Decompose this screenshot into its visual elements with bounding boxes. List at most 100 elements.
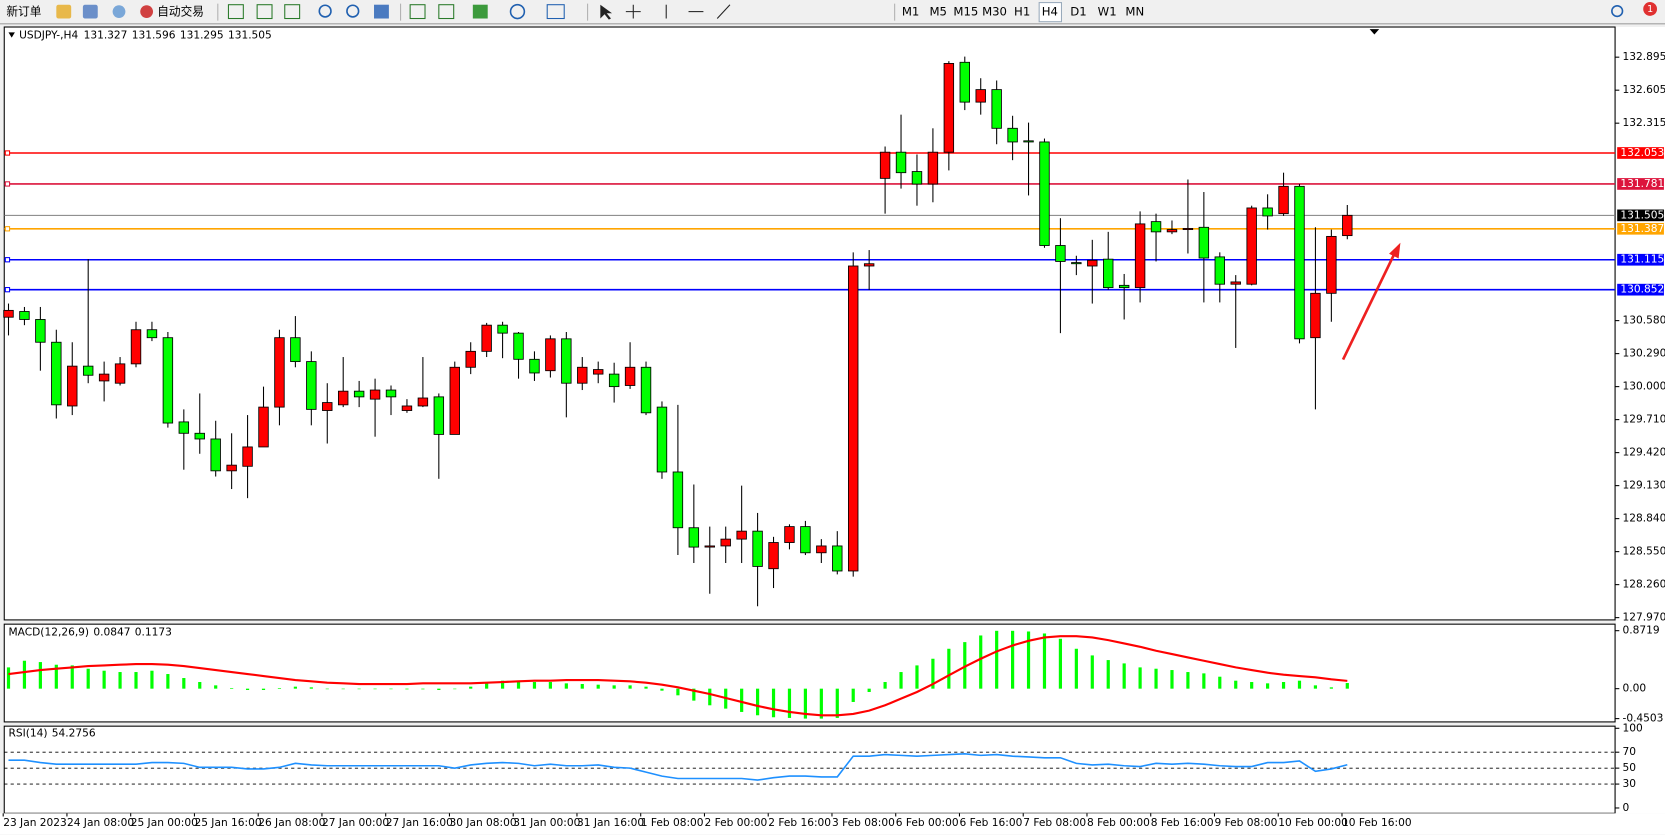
candle-body	[449, 366, 460, 435]
icon[interactable]	[284, 4, 301, 20]
macd-bar	[134, 672, 138, 689]
rsi-header: RSI(14) 54.2756	[9, 727, 96, 740]
macd-title: MACD(12,26,9)	[9, 626, 90, 639]
candle-body	[879, 151, 891, 179]
new-order-button[interactable]: 新订单	[6, 5, 41, 19]
candle-body	[433, 396, 445, 435]
level-label: 132.053	[1620, 146, 1664, 159]
macd-bar	[1329, 687, 1333, 689]
level-handle	[4, 181, 11, 187]
icon[interactable]	[374, 4, 389, 19]
macd-bar	[405, 688, 409, 690]
macd-bar	[1074, 648, 1078, 689]
timeframe-button[interactable]: D1	[1070, 5, 1086, 19]
timeframe-button[interactable]: H4	[1042, 5, 1058, 19]
candle-body	[1166, 229, 1178, 233]
signal-value: 0.1173	[135, 626, 172, 639]
macd-bar	[755, 688, 760, 716]
timeframe-button[interactable]: MN	[1125, 5, 1144, 19]
macd-bar	[1186, 672, 1190, 689]
candle-body	[863, 263, 875, 267]
icon[interactable]	[227, 4, 244, 20]
macd-bar	[150, 670, 154, 689]
timeframe-button[interactable]: M30	[982, 5, 1007, 19]
macd-bar	[245, 688, 250, 690]
macd-bar	[708, 688, 712, 706]
plot-layer: 132.053 131.781 131.387 131.115 130.852 131.5…	[2, 50, 1665, 829]
timeframe-button[interactable]: W1	[1098, 5, 1117, 19]
x-tick-label: 27 Jan 00:00	[322, 816, 389, 829]
macd-bar	[22, 660, 27, 689]
candle-body	[1182, 228, 1194, 231]
x-tick-label: 25 Jan 00:00	[131, 816, 198, 829]
timeframe-button[interactable]: H1	[1014, 5, 1030, 19]
macd-bar	[70, 665, 74, 689]
macd-bar	[676, 688, 680, 696]
auto-trading-button[interactable]: 自动交易	[157, 5, 204, 19]
candle-body	[640, 366, 652, 414]
auto-trading-icon[interactable]	[140, 5, 154, 18]
y-tick-label: 127.970	[1622, 611, 1665, 624]
candle-body	[1278, 185, 1289, 215]
toolbar-bg	[0, 0, 1665, 24]
icon[interactable]	[112, 5, 126, 18]
symbol-title: USDJPY-,H4	[19, 29, 78, 42]
candle-body	[911, 171, 923, 185]
macd-bar	[660, 688, 664, 691]
candle-body	[1294, 185, 1305, 340]
macd-bar	[947, 648, 951, 689]
icon[interactable]	[509, 3, 526, 20]
x-tick-label: 9 Feb 08:00	[1214, 816, 1277, 829]
timeframe-button[interactable]: M15	[953, 5, 978, 19]
macd-bar	[532, 682, 537, 689]
price-panel	[3, 26, 1616, 621]
zoom-out[interactable]	[346, 4, 360, 18]
icon[interactable]	[256, 4, 273, 20]
macd-bar	[389, 688, 393, 690]
search[interactable]	[1611, 4, 1624, 18]
x-tick-label: 24 Jan 08:00	[67, 816, 134, 829]
macd-bar	[931, 658, 935, 689]
macd-bar	[341, 688, 345, 690]
candle-body	[545, 338, 556, 372]
macd-bar	[54, 664, 58, 689]
alerts-badge[interactable]	[1643, 2, 1658, 16]
candle-body	[1230, 281, 1241, 285]
cursor-tool[interactable]	[600, 4, 613, 20]
icon[interactable]	[472, 4, 488, 19]
icon[interactable]	[82, 4, 98, 19]
alerts-count: 1	[1647, 4, 1653, 15]
y-tick-label: 0	[1622, 801, 1629, 814]
candle-body	[1150, 221, 1162, 233]
candle-body	[1103, 258, 1114, 289]
x-tick-label: 23 Jan 2023	[3, 816, 67, 829]
macd-bar	[6, 667, 11, 689]
timeframe-button[interactable]: M1	[902, 5, 920, 19]
timeframe-button[interactable]: M5	[929, 5, 947, 19]
icon[interactable]	[438, 4, 455, 20]
y-tick-label: 0.00	[1622, 682, 1646, 695]
candle-body	[991, 89, 1002, 129]
crosshair-tool[interactable]	[625, 4, 641, 19]
macd-bar	[309, 687, 313, 689]
macd-bar	[1234, 680, 1238, 689]
candle-body	[895, 151, 907, 174]
zoom-in[interactable]	[318, 4, 332, 18]
candle-body	[1007, 127, 1018, 143]
candle-body	[752, 530, 763, 567]
x-tick-label: 1 Feb 08:00	[641, 816, 704, 829]
icon[interactable]	[56, 4, 72, 19]
candle-body	[465, 350, 476, 368]
icon[interactable]	[546, 4, 565, 20]
candle-body	[322, 402, 333, 411]
macd-bar	[580, 684, 584, 689]
rsi-line	[8, 752, 1348, 781]
candle-body	[337, 390, 349, 406]
rsi-value: 54.2756	[52, 727, 96, 740]
candle-body	[848, 265, 859, 572]
x-tick-label: 8 Feb 16:00	[1151, 816, 1214, 829]
trendline-tool[interactable]	[716, 4, 731, 19]
level-label-bg	[1617, 283, 1664, 296]
icon[interactable]	[409, 4, 426, 20]
